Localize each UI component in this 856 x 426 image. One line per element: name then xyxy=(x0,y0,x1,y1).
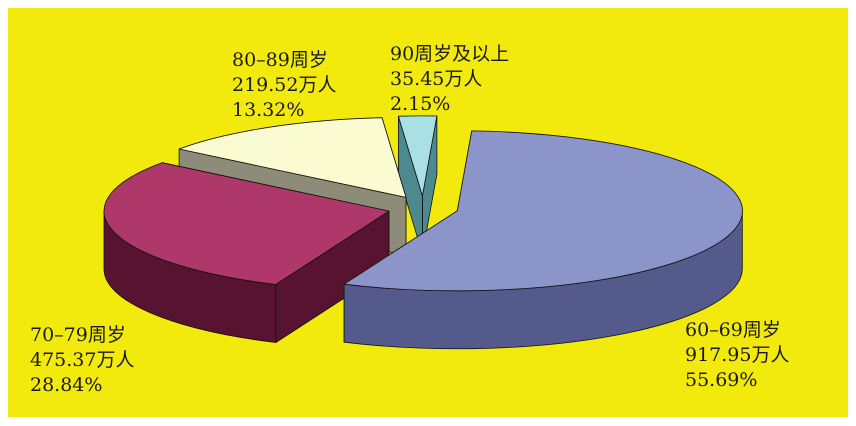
label-80-89-percent: 13.32% xyxy=(232,99,305,121)
label-60-69-value: 917.95万人 xyxy=(685,344,790,366)
label-60-69-category: 60–69周岁 xyxy=(685,319,781,341)
label-70-79-category: 70–79周岁 xyxy=(30,324,126,346)
slice-top-70-79-1 xyxy=(103,162,390,285)
slice-top-80-89-2 xyxy=(178,117,407,198)
label-70-79: 70–79周岁 475.37万人 28.84% xyxy=(30,323,134,398)
label-60-69: 60–69周岁 917.95万人 55.69% xyxy=(685,318,789,393)
label-90-plus-category: 90周岁及以上 xyxy=(390,43,510,65)
label-80-89: 80–89周岁 219.52万人 13.32% xyxy=(232,48,336,123)
label-60-69-percent: 55.69% xyxy=(685,369,758,391)
label-90-plus: 90周岁及以上 35.45万人 2.15% xyxy=(390,42,509,117)
label-90-plus-percent: 2.15% xyxy=(390,93,451,115)
label-80-89-category: 80–89周岁 xyxy=(232,49,328,71)
label-70-79-value: 475.37万人 xyxy=(30,349,135,371)
label-80-89-value: 219.52万人 xyxy=(232,74,337,96)
slice-top-90-3 xyxy=(398,115,438,197)
label-70-79-percent: 28.84% xyxy=(30,374,103,396)
slice-top-60-69-0 xyxy=(343,130,743,292)
label-90-plus-value: 35.45万人 xyxy=(390,68,483,90)
pie-chart xyxy=(103,115,743,350)
